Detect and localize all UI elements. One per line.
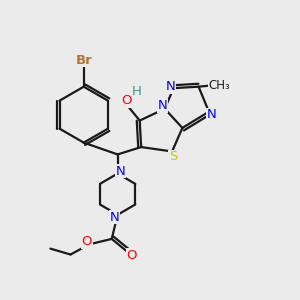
Text: N: N [207,108,217,121]
Text: O: O [121,94,132,107]
Text: H: H [132,85,142,98]
Text: N: N [158,99,167,112]
Text: Br: Br [75,54,92,67]
Text: O: O [81,236,92,248]
Text: N: N [116,165,125,178]
Text: O: O [126,249,137,262]
Text: N: N [110,211,119,224]
Text: N: N [166,80,176,93]
Text: S: S [169,150,177,163]
Text: CH₃: CH₃ [208,79,230,92]
